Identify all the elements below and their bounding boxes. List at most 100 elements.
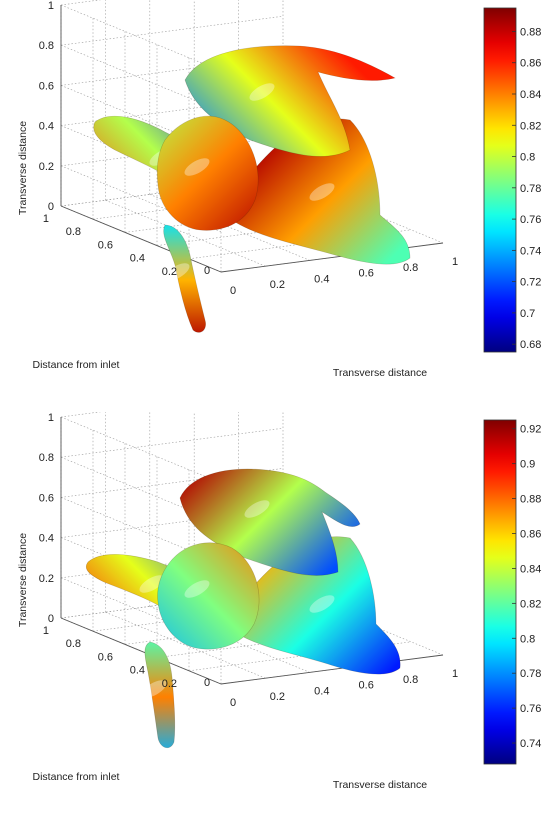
y-axis-label: Distance from inlet bbox=[33, 771, 120, 783]
grid-line bbox=[60, 15, 284, 46]
z-tick-label: 0 bbox=[48, 201, 54, 213]
surface-lobe-top bbox=[179, 468, 361, 576]
z-tick-label: 0.8 bbox=[39, 40, 54, 52]
x-tick-label: 0.8 bbox=[403, 262, 418, 274]
grid-line bbox=[60, 412, 102, 418]
x-tick-label: 0.6 bbox=[359, 680, 374, 692]
colorbar-tick-label: 0.86 bbox=[520, 58, 541, 70]
surface-lobe-top bbox=[184, 45, 396, 157]
z-tick-label: 1 bbox=[48, 412, 54, 424]
y-tick-label: 0.8 bbox=[66, 638, 81, 650]
y-tick-label: 0.6 bbox=[98, 651, 113, 663]
z-tick-label: 0.6 bbox=[39, 80, 54, 92]
z-axis-label: Transverse distance bbox=[17, 121, 29, 215]
surface-highlight bbox=[184, 158, 210, 176]
z-axis-label: Transverse distance bbox=[17, 533, 29, 627]
x-tick-label: 0.8 bbox=[403, 674, 418, 686]
surface-highlight bbox=[309, 595, 335, 613]
x-tick-label: 0.4 bbox=[314, 273, 329, 285]
colorbar-tick-label: 0.9 bbox=[520, 459, 535, 471]
grid-line bbox=[60, 427, 284, 458]
surface bbox=[93, 45, 411, 333]
colorbar-tick-label: 0.84 bbox=[520, 89, 541, 101]
y-tick-label: 0.2 bbox=[162, 266, 177, 278]
grid-line bbox=[60, 44, 222, 112]
x-tick-label: 1 bbox=[452, 256, 458, 268]
y-tick-label: 0.2 bbox=[162, 678, 177, 690]
surface-plot-top: 0 0.2 0.4 0.6 0.8 1 0.2 0.4 0.6 0.8 1 0 0.2 0.4 0.6 0.8… bbox=[0, 0, 549, 412]
colorbar-tick-label: 0.8 bbox=[520, 633, 535, 645]
colorbar-tick-label: 0.78 bbox=[520, 183, 541, 195]
colorbar: 0.74 0.76 0.78 0.8 0.82 0.84 0.86 0.88 0.9 0.92 bbox=[483, 419, 541, 765]
surface-highlight bbox=[139, 575, 165, 593]
grid-line bbox=[60, 0, 102, 6]
colorbar-tick-label: 0.74 bbox=[520, 245, 541, 257]
surface-lobe-core bbox=[156, 115, 259, 231]
y-axis-line bbox=[60, 205, 222, 273]
surface-plot-bottom: 0 0.2 0.4 0.6 0.8 1 0.2 0.4 0.6 0.8 1 0 0.2 0.4 0.6 0.8… bbox=[0, 412, 549, 824]
surface-highlight bbox=[309, 183, 335, 201]
y-tick-label: 0.6 bbox=[98, 239, 113, 251]
y-axis-line bbox=[60, 617, 222, 685]
surface bbox=[85, 468, 401, 749]
grid-line bbox=[105, 199, 266, 267]
y-tick-label: 0.8 bbox=[66, 226, 81, 238]
grid-line bbox=[105, 611, 266, 679]
x-tick-label: 0.4 bbox=[314, 685, 329, 697]
x-tick-label: 0.2 bbox=[270, 691, 285, 703]
colorbar-tick-label: 0.76 bbox=[520, 703, 541, 715]
x-tick-label: 1 bbox=[452, 668, 458, 680]
z-tick-label: 0.2 bbox=[39, 573, 54, 585]
colorbar-tick-label: 0.88 bbox=[520, 494, 541, 506]
y-axis-label: Distance from inlet bbox=[33, 359, 120, 371]
colorbar-tick-label: 0.8 bbox=[520, 152, 535, 164]
origin-tick-label: 0 bbox=[204, 677, 210, 689]
origin-tick-label: 0 bbox=[204, 265, 210, 277]
z-tick-label: 0.4 bbox=[39, 533, 54, 545]
plot-svg: 0 0.2 0.4 0.6 0.8 10.20.40.60.8100.20.40.60.8… bbox=[17, 412, 541, 791]
z-tick-label: 0.2 bbox=[39, 161, 54, 173]
surface-highlight bbox=[184, 580, 210, 598]
x-tick-label: 0 bbox=[230, 697, 236, 709]
x-tick-label: 0.6 bbox=[359, 268, 374, 280]
y-tick-label: 1 bbox=[43, 213, 49, 225]
colorbar-tick-label: 0.7 bbox=[520, 308, 535, 320]
surface-lobe-core bbox=[157, 542, 260, 650]
surface-highlight bbox=[249, 83, 275, 101]
colorbar-tick-label: 0.76 bbox=[520, 214, 541, 226]
x-tick-label: 0 bbox=[230, 285, 236, 297]
y-tick-label: 1 bbox=[43, 625, 49, 637]
y-tick-label: 0.4 bbox=[130, 253, 145, 265]
colorbar: 0.68 0.7 0.72 0.74 0.76 0.78 0.8 0.82 0.84 0.86 0.… bbox=[483, 7, 541, 353]
colorbar-tick-label: 0.82 bbox=[520, 120, 541, 132]
surface-lobe-stem bbox=[144, 641, 176, 749]
colorbar-tick-label: 0.74 bbox=[520, 738, 541, 750]
grid-line bbox=[60, 4, 222, 72]
y-tick-label: 0.4 bbox=[130, 665, 145, 677]
surface-highlight bbox=[141, 680, 167, 698]
colorbar-tick-label: 0.72 bbox=[520, 277, 541, 289]
colorbar-scale bbox=[483, 7, 517, 353]
surface-highlight bbox=[164, 263, 190, 281]
tick-labels: 0 0.2 0.4 0.6 0.8 10.20.40.60.8100.20.40.60.8… bbox=[39, 0, 458, 297]
x-tick-label: 0.2 bbox=[270, 279, 285, 291]
colorbar-scale bbox=[483, 419, 517, 765]
z-tick-label: 0.4 bbox=[39, 121, 54, 133]
surface-highlight bbox=[244, 500, 270, 518]
x-axis-label: Transverse distance bbox=[333, 367, 427, 379]
surface-lobe-stem bbox=[163, 224, 206, 333]
x-axis-line bbox=[220, 654, 444, 685]
colorbar-tick-label: 0.78 bbox=[520, 668, 541, 680]
z-tick-label: 1 bbox=[48, 0, 54, 12]
colorbar-tick-label: 0.92 bbox=[520, 424, 541, 436]
colorbar-tick-label: 0.88 bbox=[520, 26, 541, 38]
z-tick-label: 0 bbox=[48, 613, 54, 625]
grid-line bbox=[60, 416, 222, 484]
plot-svg: 0 0.2 0.4 0.6 0.8 10.20.40.60.8100.20.40.60.8… bbox=[17, 0, 541, 379]
colorbar-tick-label: 0.84 bbox=[520, 563, 541, 575]
colorbar-tick-label: 0.82 bbox=[520, 598, 541, 610]
tick-labels: 0 0.2 0.4 0.6 0.8 10.20.40.60.8100.20.40.60.8… bbox=[39, 412, 458, 709]
x-axis-label: Transverse distance bbox=[333, 779, 427, 791]
colorbar-tick-label: 0.86 bbox=[520, 529, 541, 541]
z-tick-label: 0.8 bbox=[39, 452, 54, 464]
